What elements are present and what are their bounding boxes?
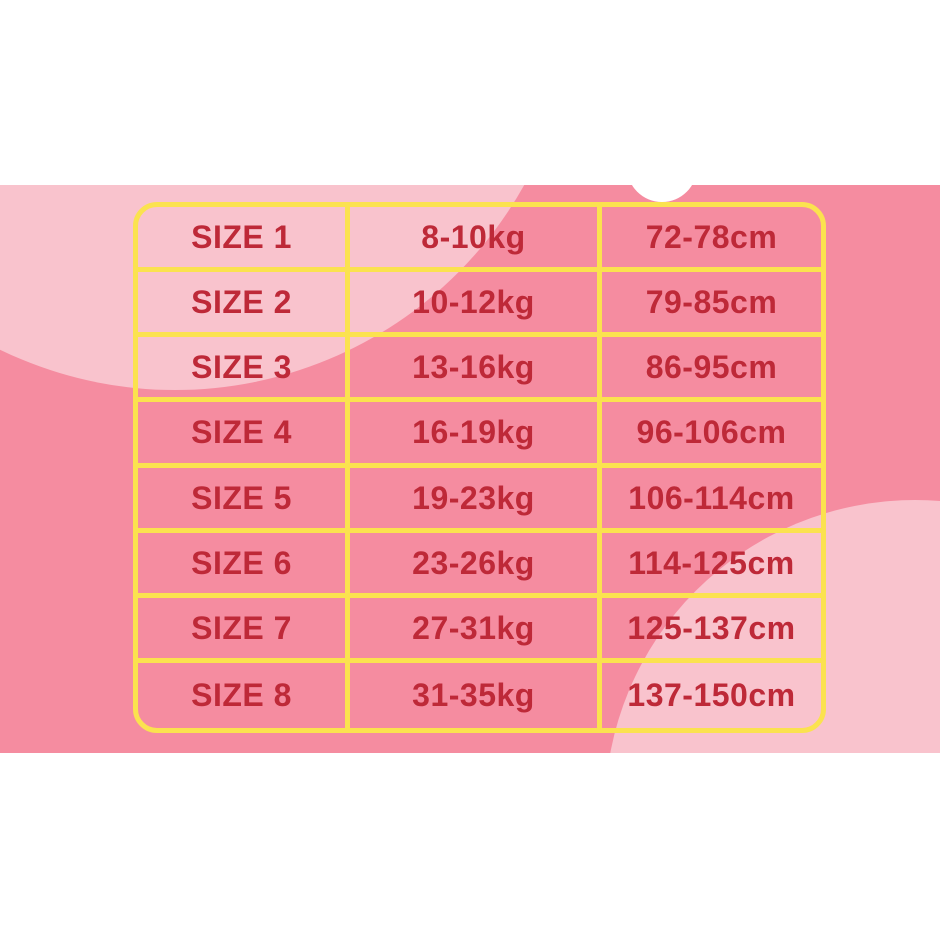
size-label: SIZE 3 bbox=[138, 337, 350, 403]
pink-background-band: SIZE 1 8-10kg 72-78cm SIZE 2 10-12kg 79-… bbox=[0, 185, 940, 753]
height-value: 106-114cm bbox=[602, 468, 821, 533]
weight-value: 23-26kg bbox=[350, 532, 602, 598]
height-value: 96-106cm bbox=[602, 402, 821, 468]
weight-value: 13-16kg bbox=[350, 337, 602, 403]
weight-value: 10-12kg bbox=[350, 272, 602, 338]
size-label: SIZE 8 bbox=[138, 662, 350, 728]
weight-value: 8-10kg bbox=[350, 207, 602, 273]
size-label: SIZE 1 bbox=[138, 207, 350, 273]
weight-value: 27-31kg bbox=[350, 597, 602, 663]
height-value: 72-78cm bbox=[602, 207, 821, 273]
weight-value: 31-35kg bbox=[350, 662, 602, 728]
size-label: SIZE 5 bbox=[138, 467, 350, 533]
height-value: 114-125cm bbox=[602, 533, 821, 598]
size-label: SIZE 2 bbox=[138, 272, 350, 338]
size-label: SIZE 6 bbox=[138, 532, 350, 598]
size-label: SIZE 4 bbox=[138, 402, 350, 468]
height-value: 125-137cm bbox=[602, 598, 821, 663]
height-value: 86-95cm bbox=[602, 337, 821, 403]
size-label: SIZE 7 bbox=[138, 597, 350, 663]
decorative-circle-top-white bbox=[627, 185, 697, 202]
size-chart-table: SIZE 1 8-10kg 72-78cm SIZE 2 10-12kg 79-… bbox=[133, 202, 826, 733]
weight-value: 16-19kg bbox=[350, 402, 602, 468]
weight-value: 19-23kg bbox=[350, 467, 602, 533]
height-value: 79-85cm bbox=[602, 272, 821, 338]
height-value: 137-150cm bbox=[627, 677, 796, 714]
